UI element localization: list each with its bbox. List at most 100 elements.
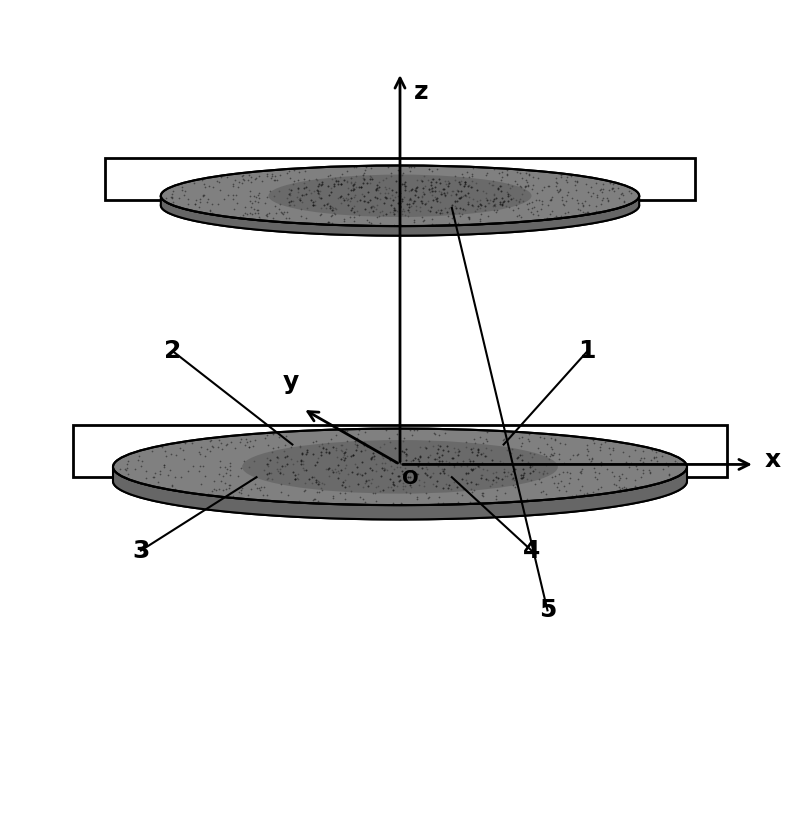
Point [474,212,486,225]
Point [574,464,587,478]
Point [237,209,250,222]
Point [396,464,409,478]
Point [429,427,442,440]
Point [566,448,579,462]
Point [221,463,234,476]
Point [385,199,398,212]
Point [496,165,509,178]
Point [386,205,399,219]
Point [391,469,404,483]
Point [460,435,473,448]
Point [552,452,565,465]
Point [308,185,321,199]
Point [418,187,430,200]
Point [349,434,362,447]
Point [203,204,216,218]
Point [515,436,528,449]
Point [254,212,267,225]
Point [319,463,332,476]
Point [395,193,408,206]
Point [331,450,344,463]
Point [518,466,531,479]
Point [466,181,478,194]
Point [347,177,360,190]
Point [619,481,632,494]
Point [526,202,538,215]
Point [458,179,470,193]
Point [452,217,465,230]
Point [266,169,278,183]
Point [431,453,444,466]
Point [416,462,429,475]
Point [326,209,339,222]
Point [462,195,474,209]
Point [574,484,586,497]
Point [448,206,461,220]
Point [594,437,607,450]
Point [578,194,591,208]
Point [518,180,531,194]
Point [334,177,347,190]
Point [549,432,562,446]
Point [479,199,492,212]
Point [235,176,248,189]
Point [323,199,336,213]
Point [517,194,530,208]
Point [463,178,476,192]
Point [617,445,630,458]
Point [562,205,574,219]
Point [422,162,435,175]
Point [469,204,482,218]
Point [248,202,261,215]
Point [474,201,486,215]
Point [233,485,246,499]
Point [602,194,614,208]
Point [454,192,466,205]
Point [370,494,382,508]
Point [325,185,338,199]
Point [522,455,534,468]
Point [450,187,462,200]
Point [306,195,319,209]
Point [514,468,527,482]
Point [338,173,351,187]
Point [551,184,564,197]
Point [541,467,554,480]
Point [250,470,262,484]
Point [296,195,309,209]
Point [459,440,472,453]
Point [574,466,586,479]
Point [500,443,513,457]
Point [474,431,486,444]
Point [607,477,620,490]
Point [394,473,406,486]
Point [322,197,335,210]
Point [165,190,178,204]
Point [522,179,534,193]
Point [564,467,577,480]
Point [430,194,443,208]
Point [515,210,528,224]
Point [553,447,566,460]
Point [544,194,557,207]
Point [240,207,253,220]
Point [315,482,328,495]
Point [426,189,438,202]
Point [366,446,379,459]
Point [459,189,472,203]
Point [158,458,170,472]
Point [281,449,294,463]
Point [394,497,407,510]
Point [170,448,182,462]
Point [486,477,498,490]
Point [198,188,210,201]
Point [461,179,474,193]
Point [366,472,378,485]
Point [434,185,447,199]
Point [305,193,318,206]
Point [474,207,487,220]
Point [329,463,342,476]
Point [348,210,361,224]
Point [630,462,643,475]
Point [363,172,376,185]
